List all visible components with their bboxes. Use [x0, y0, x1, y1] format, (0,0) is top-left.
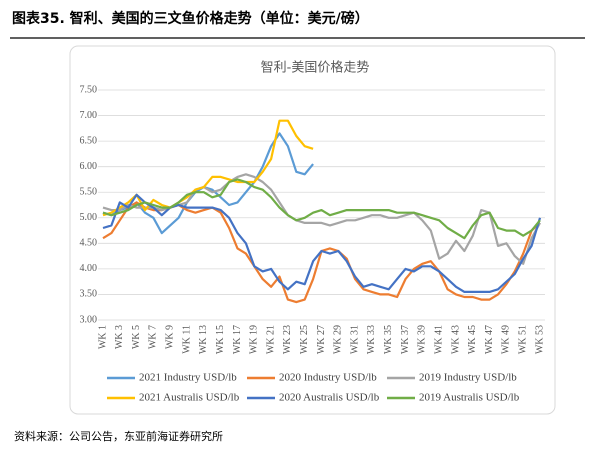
- x-tick-label: WK 33: [366, 325, 377, 354]
- x-tick-label: WK 23: [282, 325, 293, 354]
- x-tick-label: WK 45: [467, 325, 478, 354]
- series-line: [102, 178, 541, 240]
- x-tick-label: WK 47: [484, 325, 495, 354]
- x-tick-label: WK 5: [131, 325, 142, 349]
- legend-label: 2019 Industry USD/lb: [419, 372, 517, 384]
- y-tick-label: 5.00: [80, 212, 98, 223]
- x-tick-label: WK 35: [383, 325, 394, 354]
- y-tick-label: 7.00: [80, 110, 98, 121]
- x-tick-label: WK 27: [316, 325, 327, 354]
- x-tick-label: WK 37: [400, 325, 411, 354]
- chart-frame: [69, 45, 556, 415]
- y-tick-label: 3.00: [80, 314, 98, 325]
- legend-label: 2021 Industry USD/lb: [139, 372, 237, 384]
- y-tick-label: 6.00: [80, 161, 98, 172]
- x-tick-label: WK 13: [198, 325, 209, 354]
- y-tick-label: 3.50: [80, 289, 98, 300]
- x-tick-label: WK 53: [534, 325, 545, 354]
- legend-label: 2021 Australis USD/lb: [139, 392, 240, 404]
- header-title: 图表35. 智利、美国的三文鱼价格走势（单位：美元/磅）: [12, 10, 369, 27]
- x-tick-label: WK 25: [299, 325, 310, 354]
- x-tick-label: WK 1: [97, 325, 108, 349]
- x-tick-label: WK 9: [165, 325, 176, 349]
- y-tick-label: 4.00: [80, 263, 98, 274]
- x-tick-label: WK 21: [265, 325, 276, 354]
- chart-title: 智利-美国价格走势: [261, 60, 370, 76]
- x-tick-label: WK 3: [114, 325, 125, 349]
- series-line: [102, 193, 542, 293]
- x-tick-label: WK 39: [417, 325, 428, 354]
- x-tick-label: WK 7: [148, 325, 159, 349]
- x-tick-label: WK 11: [181, 325, 192, 354]
- source-note: 资料来源：公司公告，东亚前海证券研究所: [14, 429, 223, 443]
- y-tick-label: 6.50: [80, 135, 98, 146]
- legend-label: 2019 Australis USD/lb: [419, 392, 520, 404]
- x-tick-label: WK 15: [215, 325, 226, 354]
- x-tick-label: WK 31: [349, 325, 360, 354]
- y-tick-label: 4.50: [80, 238, 98, 249]
- x-tick-label: WK 17: [232, 325, 243, 354]
- x-tick-label: WK 51: [517, 325, 528, 354]
- legend-label: 2020 Australis USD/lb: [279, 392, 380, 404]
- x-tick-label: WK 43: [450, 325, 461, 354]
- y-tick-label: 5.50: [80, 187, 98, 198]
- x-tick-label: WK 19: [249, 325, 260, 354]
- y-tick-label: 7.50: [80, 84, 98, 95]
- legend-label: 2020 Industry USD/lb: [279, 372, 377, 384]
- x-tick-label: WK 29: [333, 325, 344, 354]
- x-tick-label: WK 41: [433, 325, 444, 354]
- x-tick-label: WK 49: [501, 325, 512, 354]
